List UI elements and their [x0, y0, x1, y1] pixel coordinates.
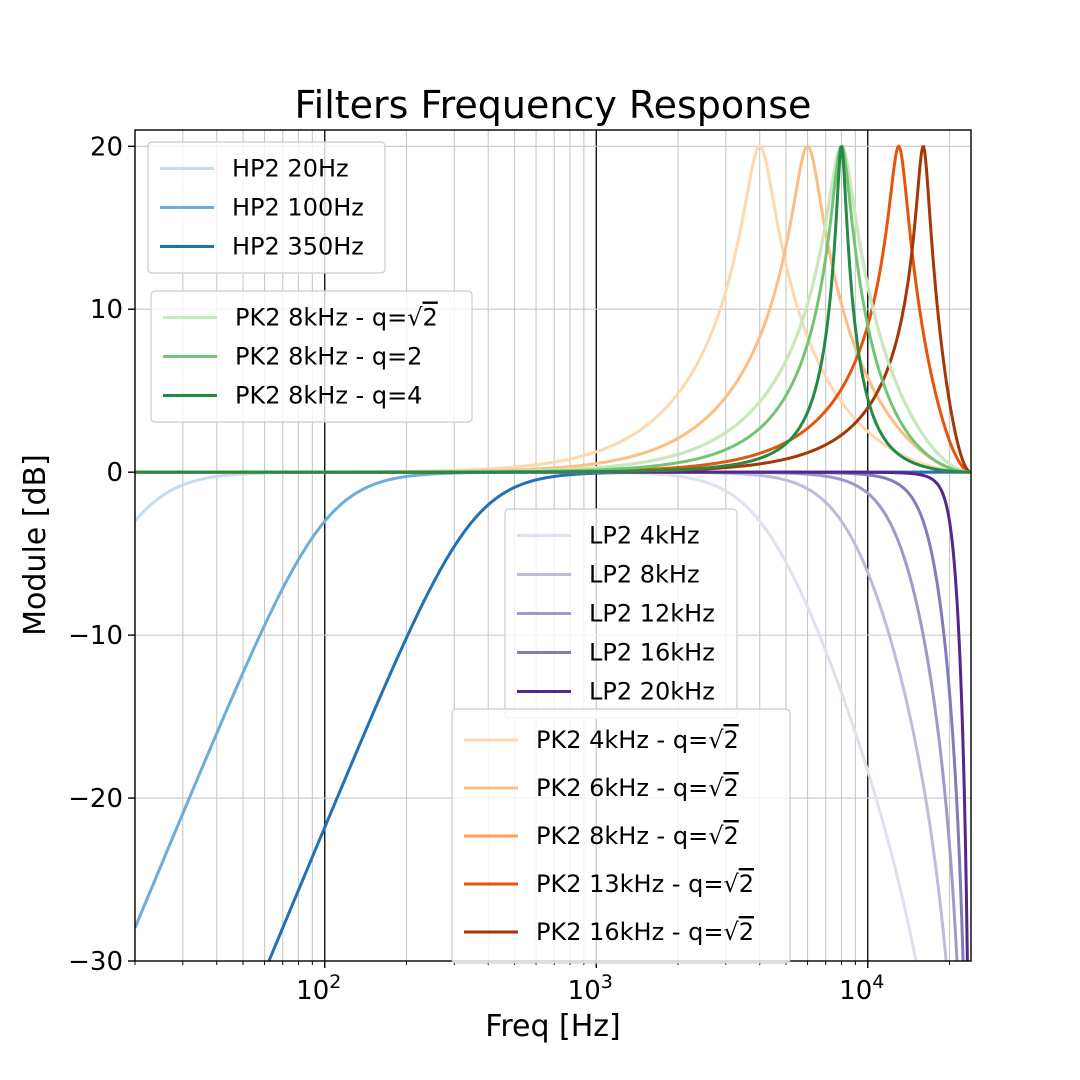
x-tick-label: 103 [568, 971, 613, 1006]
legend-label: LP2 16kHz [589, 639, 715, 667]
legend-label: HP2 100Hz [232, 194, 364, 222]
legend-upper-left: HP2 20Hz HP2 100Hz HP2 350Hz [147, 141, 386, 274]
y-tick-label: 10 [90, 295, 123, 325]
legend-box [147, 141, 386, 274]
legend-box [150, 290, 473, 423]
legend-label: PK2 6kHz - q=√2 [536, 774, 739, 802]
legend-label: PK2 8kHz - q=√2 [536, 822, 739, 850]
legend-label: LP2 4kHz [589, 522, 700, 550]
y-tick-label: −30 [68, 947, 123, 977]
y-axis-label: Module [dB] [18, 454, 53, 636]
legend-label: PK2 8kHz - q=4 [235, 382, 422, 410]
x-tick-label: 102 [296, 971, 341, 1006]
legend-lower-center: PK2 4kHz - q=√2 PK2 6kHz - q=√2 PK2 8kHz -… [451, 708, 791, 964]
legend-label: HP2 350Hz [232, 233, 364, 261]
x-axis-label: Freq [Hz] [485, 1009, 621, 1044]
legend-label: PK2 4kHz - q=√2 [536, 726, 739, 754]
legends: HP2 20Hz HP2 100Hz HP2 350Hz PK2 8kHz - q=√… [147, 141, 791, 964]
axes: 20 10 0 −10 −20 −30 102 103 104 [68, 132, 951, 1006]
legend-label: LP2 20kHz [589, 678, 715, 706]
legend-label: PK2 13kHz - q=√2 [536, 870, 754, 898]
legend-label: HP2 20Hz [232, 155, 349, 183]
legend-center: LP2 4kHz LP2 8kHz LP2 12kHz LP2 16kHz LP2 20… [504, 508, 738, 719]
legend-label: LP2 12kHz [589, 600, 715, 628]
legend-box [451, 708, 791, 964]
chart-title: Filters Frequency Response [295, 83, 812, 127]
y-tick-label: 20 [90, 132, 123, 162]
legend-label: PK2 8kHz - q=2 [235, 343, 422, 371]
series-curves [135, 144, 971, 961]
legend-middle-left: PK2 8kHz - q=√2 PK2 8kHz - q=2 PK2 8kHz - … [150, 290, 473, 423]
legend-label: PK2 16kHz - q=√2 [536, 918, 754, 946]
series-line [135, 145, 971, 474]
legend-label: LP2 8kHz [589, 561, 700, 589]
y-tick-label: −10 [68, 621, 123, 651]
y-tick-label: 0 [106, 458, 123, 488]
y-tick-label: −20 [68, 784, 123, 814]
legend-label: PK2 8kHz - q=√2 [235, 304, 438, 332]
x-tick-label: 104 [839, 971, 884, 1006]
